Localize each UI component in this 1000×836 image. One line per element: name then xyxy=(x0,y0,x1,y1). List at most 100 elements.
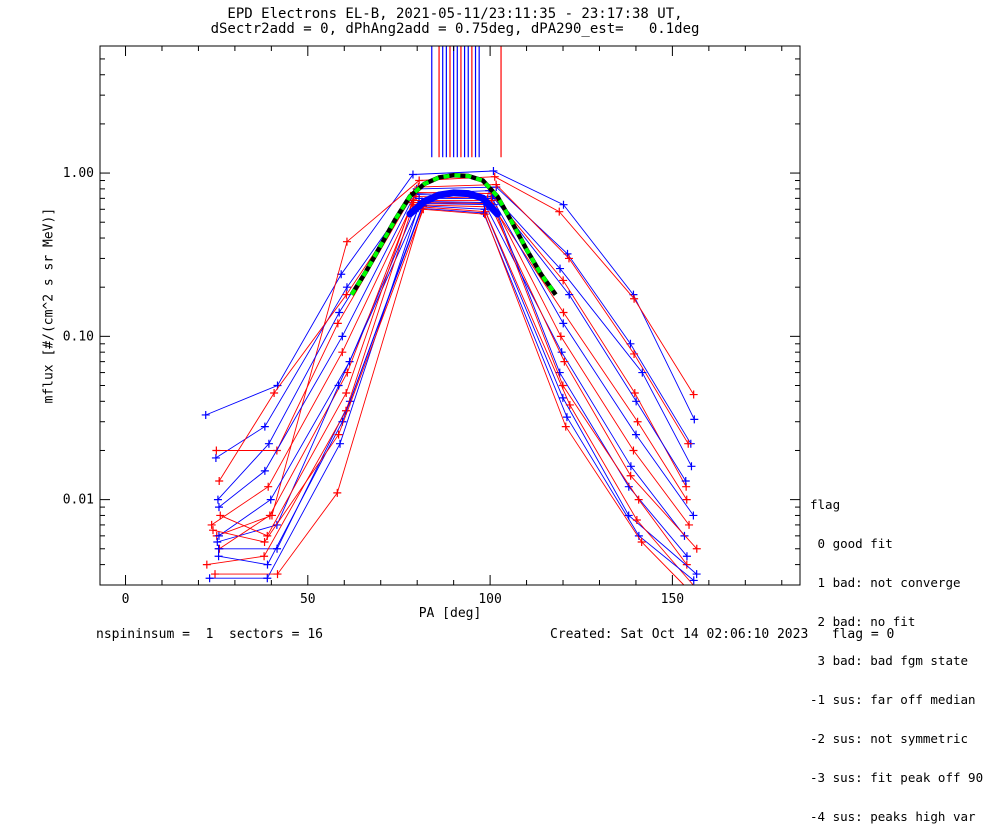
series-line xyxy=(215,186,692,459)
x-tick-label: 150 xyxy=(661,592,684,607)
flux-vs-pitch-angle-chart: 0 50 100 150 0.01 0.10 1.00 xyxy=(63,45,801,607)
peak-band xyxy=(406,189,501,218)
data-point-marker xyxy=(213,495,222,504)
flag-legend-item: -1 sus: far off median xyxy=(810,692,976,707)
flag-legend-item: 3 bad: bad fgm state xyxy=(810,653,969,668)
data-point-marker xyxy=(637,538,646,547)
data-point-marker xyxy=(559,200,568,209)
data-point-marker xyxy=(408,170,417,179)
flag-legend-item: -4 sus: peaks high var xyxy=(810,809,976,824)
data-point-marker xyxy=(214,552,223,561)
data-point-marker xyxy=(216,511,225,520)
data-point-marker xyxy=(272,520,281,529)
data-point-marker xyxy=(336,439,345,448)
series-line xyxy=(218,193,687,508)
data-point-marker xyxy=(556,332,565,341)
data-point-marker xyxy=(207,520,216,529)
data-point-marker xyxy=(214,503,223,512)
y-tick-label: 1.00 xyxy=(63,166,94,181)
data-point-marker xyxy=(626,462,635,471)
data-point-marker xyxy=(561,422,570,431)
series-line xyxy=(215,206,694,586)
data-point-marker xyxy=(687,462,696,471)
data-point-marker xyxy=(335,308,344,317)
flag-legend: flag 0 good fit 1 bad: not converge 2 ba… xyxy=(810,472,983,836)
data-point-marker xyxy=(213,538,222,547)
data-point-marker xyxy=(265,511,274,520)
data-point-marker xyxy=(555,207,564,216)
data-point-marker xyxy=(415,176,424,185)
data-point-marker xyxy=(632,397,641,406)
data-point-marker xyxy=(682,495,691,504)
data-point-marker xyxy=(689,576,698,585)
x-axis-label: PA [deg] xyxy=(418,606,482,621)
data-point-marker xyxy=(629,446,638,455)
data-point-marker xyxy=(560,357,569,366)
data-point-marker xyxy=(479,208,488,217)
data-point-marker xyxy=(211,570,220,579)
data-point-marker xyxy=(205,574,214,583)
x-tick-label: 100 xyxy=(478,592,501,607)
series-line xyxy=(218,205,697,575)
x-tick-label: 0 xyxy=(122,592,130,607)
chart-title-line-2: dSectr2add = 0, dPhAng2add = 0.75deg, dP… xyxy=(210,21,700,37)
data-point-marker xyxy=(564,254,573,263)
series-line xyxy=(217,201,685,543)
data-point-marker xyxy=(263,574,272,583)
fit-curve-line xyxy=(349,173,558,296)
data-point-marker xyxy=(338,332,347,341)
data-point-marker xyxy=(333,488,342,497)
data-point-marker xyxy=(202,560,211,569)
data-point-marker xyxy=(690,415,699,424)
data-point-marker xyxy=(555,368,564,377)
data-point-marker xyxy=(264,482,273,491)
data-point-marker xyxy=(333,319,342,328)
data-point-marker xyxy=(565,400,574,409)
data-point-marker xyxy=(214,544,223,553)
data-point-marker xyxy=(626,471,635,480)
data-point-marker xyxy=(273,570,282,579)
data-point-marker xyxy=(334,430,343,439)
flag-legend-item: 0 good fit xyxy=(810,536,893,551)
data-point-marker xyxy=(556,264,565,273)
data-point-marker xyxy=(260,538,269,547)
data-point-marker xyxy=(342,237,351,246)
data-point-marker xyxy=(492,180,501,189)
data-point-marker xyxy=(681,477,690,486)
data-point-marker xyxy=(630,294,639,303)
y-tick-label: 0.01 xyxy=(63,493,94,508)
data-point-marker xyxy=(630,388,639,397)
data-point-marker xyxy=(634,531,643,540)
plot-axes: 0 50 100 150 0.01 0.10 1.00 xyxy=(63,45,801,607)
data-point-marker xyxy=(626,339,635,348)
flag-legend-title: flag xyxy=(810,497,841,512)
series-line xyxy=(218,197,694,537)
data-point-marker xyxy=(559,319,568,328)
data-point-marker xyxy=(211,453,220,462)
data-point-marker xyxy=(684,439,693,448)
data-point-marker xyxy=(689,511,698,520)
data-point-marker xyxy=(565,290,574,299)
flag-legend-item: 1 bad: not converge xyxy=(810,575,961,590)
series-line xyxy=(219,199,690,550)
series-line xyxy=(205,170,695,420)
data-point-marker xyxy=(260,422,269,431)
data-point-marker xyxy=(201,410,210,419)
vertical-beam-lines xyxy=(431,46,502,158)
data-point-marker xyxy=(692,570,701,579)
data-point-marker xyxy=(682,552,691,561)
data-point-marker xyxy=(632,430,641,439)
data-point-marker xyxy=(638,368,647,377)
flag-legend-item: -2 sus: not symmetric xyxy=(810,731,969,746)
footer-nspin-info: nspininsum = 1 sectors = 16 xyxy=(96,627,323,642)
series-line xyxy=(212,208,685,586)
data-point-marker xyxy=(682,560,691,569)
data-point-marker xyxy=(208,526,217,535)
data-point-marker xyxy=(214,531,223,540)
data-series xyxy=(201,166,701,586)
data-point-marker xyxy=(270,388,279,397)
data-point-marker xyxy=(480,210,489,219)
fit-curve xyxy=(349,172,558,297)
data-point-marker xyxy=(266,495,275,504)
data-point-marker xyxy=(260,552,269,561)
